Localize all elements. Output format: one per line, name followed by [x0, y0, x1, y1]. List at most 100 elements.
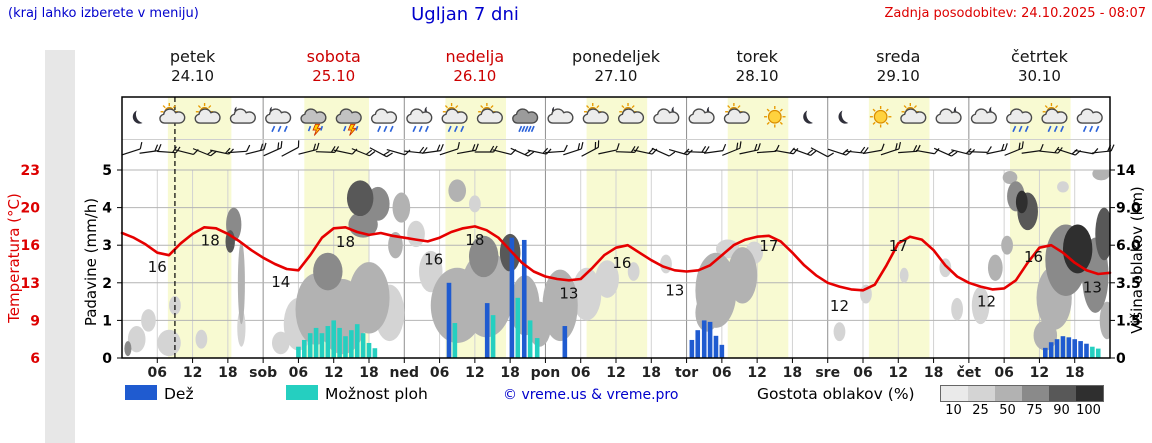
- weather-icon-cloud-rain: [1006, 108, 1033, 133]
- cloud-tick-label: 1.5: [1116, 313, 1141, 329]
- x-tick-label: 12: [889, 365, 908, 381]
- rain-bar: [1084, 343, 1089, 358]
- weather-icon-sun-cloud: [194, 103, 221, 124]
- temp-value-label: 12: [977, 293, 996, 311]
- x-tick-label: čet: [957, 365, 982, 381]
- cloud-blob: [1099, 301, 1110, 340]
- x-tick-label: 12: [183, 365, 202, 381]
- wind-barb: [210, 147, 234, 155]
- x-tick-label: 18: [1065, 365, 1084, 381]
- temp-tick-label: 20: [21, 201, 41, 217]
- rain-bar: [719, 344, 725, 358]
- cloud-blob: [1057, 181, 1069, 193]
- day-name-3: nedelja: [445, 47, 505, 66]
- weather-icon-sun-cloud: [900, 103, 927, 124]
- cloud-tick-label: 14: [1116, 163, 1136, 179]
- credit-link[interactable]: © vreme.us & vreme.pro: [503, 387, 679, 403]
- daylight-band: [586, 97, 648, 358]
- wind-barb: [810, 147, 834, 158]
- cloud-blob: [460, 250, 514, 338]
- cloud-blob: [695, 252, 737, 328]
- temp-value-label: 17: [759, 237, 778, 255]
- wind-barb: [792, 148, 817, 156]
- shower-bar: [1090, 346, 1095, 358]
- day-name-4: ponedeljek: [572, 47, 660, 66]
- cloud-tick-label: 0: [1116, 351, 1126, 367]
- wind-barb: [421, 143, 444, 154]
- precip-tick-label: 5: [102, 163, 112, 179]
- weather-icon-moon: [838, 110, 849, 124]
- rain-bar: [713, 335, 719, 358]
- x-tick-label: 12: [747, 365, 766, 381]
- rain-bar: [1043, 347, 1048, 358]
- weather-icon-moon-cloud: [229, 106, 256, 124]
- cloud-blob: [627, 262, 640, 281]
- last-update-label: Zadnja posodobitev: 24.10.2025 - 08:07: [884, 6, 1146, 21]
- weather-icon-storm: [335, 108, 362, 136]
- wind-barb: [404, 146, 428, 154]
- cloud-blob: [1001, 235, 1013, 255]
- rain-bar: [1060, 336, 1066, 358]
- weather-icon-cloud-moon: [935, 106, 962, 124]
- day-date-6: 29.10: [876, 67, 920, 85]
- menu-hint: (kraj lahko izberete v meniju): [8, 6, 199, 21]
- showers-legend-label: Možnost ploh: [325, 385, 428, 403]
- cloud-blob: [392, 192, 411, 223]
- cloud-blob: [971, 286, 990, 325]
- cloud-blob: [1095, 207, 1110, 261]
- wind-barb: [263, 140, 283, 157]
- day-name-6: sreda: [876, 47, 921, 66]
- colorbar-segment-25: [968, 386, 995, 401]
- temp-curve: [120, 225, 1112, 292]
- cloud-blob: [237, 309, 246, 347]
- wind-barb: [351, 148, 376, 157]
- temp-value-label: 18: [465, 231, 484, 249]
- cloud-density-colorbar: [940, 385, 1104, 402]
- wind-barb: [474, 145, 498, 153]
- weather-icon-moon-cloud-rain: [265, 106, 292, 133]
- temp-value-label: 14: [271, 273, 290, 291]
- wind-barb: [722, 141, 742, 156]
- wind-barb: [615, 146, 640, 153]
- wind-barb: [704, 143, 727, 154]
- showers-legend-swatch: [286, 385, 318, 400]
- weather-icon-cloud-heavy-rain: [512, 108, 539, 133]
- shower-bar: [313, 327, 319, 358]
- rain-bar: [695, 330, 701, 358]
- colorbar-label: 25: [972, 403, 989, 418]
- shower-bar: [366, 342, 372, 358]
- x-tick-label: sre: [815, 365, 840, 381]
- weather-icon-cloud-rain: [370, 108, 398, 133]
- weather-icon-cloud-rain-moon: [406, 106, 433, 133]
- cloud-blob: [313, 252, 343, 291]
- weather-icon-cloud-rain: [1076, 108, 1103, 133]
- cloud-blob: [195, 329, 208, 349]
- cloud-density-legend-label: Gostota oblakov (%): [757, 385, 915, 403]
- weather-icon-sun-cloud: [617, 103, 645, 124]
- weather-icon-moon: [132, 110, 143, 124]
- weather-icon-sun-cloud: [476, 103, 503, 124]
- wind-barb: [457, 143, 479, 155]
- rain-bar: [1072, 339, 1078, 358]
- rain-bar: [707, 321, 713, 358]
- temp-tick-label: 13: [21, 276, 40, 292]
- wind-barb: [986, 143, 1008, 155]
- x-tick-label: tor: [675, 365, 698, 381]
- shower-bar: [343, 336, 348, 358]
- temp-value-label: 16: [612, 254, 631, 272]
- cloud-blob: [1092, 170, 1110, 181]
- cloud-blob: [660, 254, 672, 274]
- wind-barb: [598, 143, 620, 155]
- shower-bar: [302, 339, 307, 358]
- colorbar-segment-50: [995, 386, 1022, 401]
- cloud-blob: [388, 232, 403, 259]
- wind-barb: [1021, 143, 1044, 154]
- precip-bars: [296, 237, 1101, 358]
- shower-bar: [1095, 348, 1101, 358]
- temp-value-label: 17: [889, 237, 908, 255]
- colorbar-label: 90: [1053, 403, 1070, 418]
- temp-value-label: 13: [1083, 278, 1102, 296]
- day-name-2: sobota: [306, 47, 361, 66]
- day-date-1: 24.10: [171, 67, 215, 85]
